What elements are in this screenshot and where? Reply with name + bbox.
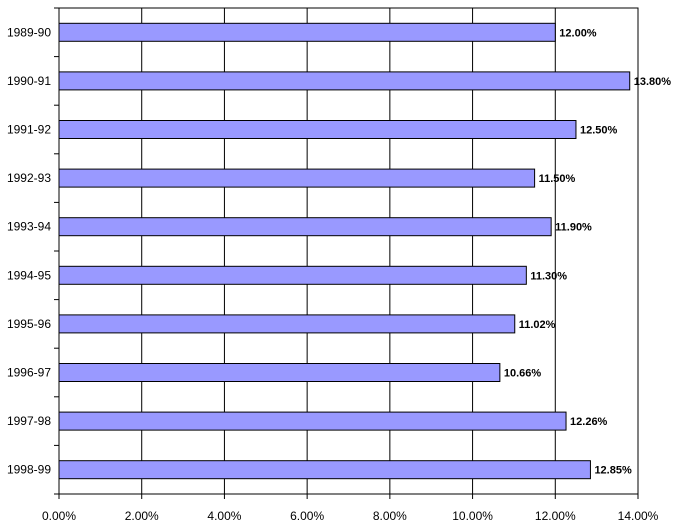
category-label: 1992-93 <box>7 171 51 185</box>
bar-chart: 1989-90 1990-91 1991-92 1992-93 1993-94 1994-… <box>0 0 682 526</box>
x-tick-label: 0.00% <box>42 509 76 523</box>
category-label: 1994-95 <box>7 268 51 282</box>
data-label: 11.50% <box>539 173 576 185</box>
data-label: 12.85% <box>594 465 632 477</box>
bar-1992-93 <box>59 169 535 187</box>
category-label: 1991-92 <box>7 123 51 137</box>
data-label: 13.80% <box>634 76 672 88</box>
data-label: 11.02% <box>519 319 556 331</box>
x-tick-label: 12.00% <box>535 509 576 523</box>
data-label: 11.90% <box>555 222 592 234</box>
data-labels: 12.00% 13.80% 12.50% 11.50% 11.90% 11.30% 11.0… <box>504 27 671 476</box>
category-label: 1995-96 <box>7 317 51 331</box>
category-label: 1996-97 <box>7 366 51 380</box>
bar-1998-99 <box>59 461 590 479</box>
x-tick-label: 14.00% <box>618 509 659 523</box>
data-label: 10.66% <box>504 368 542 380</box>
bar-1989-90 <box>59 23 555 41</box>
bar-1995-96 <box>59 315 515 333</box>
data-label: 11.30% <box>530 270 567 282</box>
bar-1996-97 <box>59 364 500 382</box>
x-tick-label: 8.00% <box>373 509 407 523</box>
bars <box>59 23 630 478</box>
category-labels: 1989-90 1990-91 1991-92 1992-93 1993-94 1994-… <box>7 25 51 476</box>
x-tick-label: 10.00% <box>452 509 493 523</box>
x-tick-labels: 0.00% 2.00% 4.00% 6.00% 8.00% 10.00% 12.00% 14.… <box>42 509 659 523</box>
x-tick-label: 4.00% <box>207 509 241 523</box>
data-label: 12.00% <box>559 27 597 39</box>
bar-1991-92 <box>59 121 576 139</box>
category-label: 1989-90 <box>7 25 51 39</box>
data-label: 12.50% <box>580 125 618 137</box>
bar-1994-95 <box>59 266 526 284</box>
category-label: 1990-91 <box>7 74 51 88</box>
data-label: 12.26% <box>570 416 608 428</box>
category-label: 1998-99 <box>7 463 51 477</box>
x-tick-label: 6.00% <box>290 509 324 523</box>
bar-1990-91 <box>59 72 630 90</box>
category-label: 1997-98 <box>7 414 51 428</box>
bar-1993-94 <box>59 218 551 236</box>
bar-1997-98 <box>59 412 566 430</box>
category-label: 1993-94 <box>7 220 51 234</box>
x-tick-label: 2.00% <box>125 509 159 523</box>
